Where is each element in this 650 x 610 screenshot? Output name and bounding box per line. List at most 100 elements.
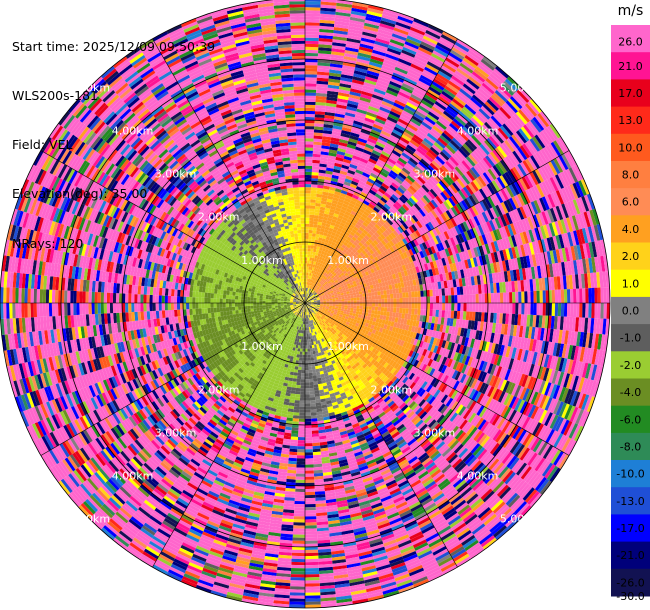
velocity-gate	[509, 152, 520, 166]
velocity-gate	[305, 7, 321, 11]
velocity-gate	[340, 239, 345, 245]
velocity-gate	[469, 303, 473, 312]
velocity-gate	[539, 111, 552, 126]
velocity-gate	[496, 108, 509, 122]
velocity-gate	[308, 295, 311, 299]
velocity-gate	[371, 198, 379, 205]
velocity-gate	[349, 135, 359, 141]
velocity-gate	[305, 110, 316, 115]
velocity-gate	[316, 86, 328, 91]
velocity-gate	[377, 138, 387, 146]
velocity-gate	[312, 254, 316, 259]
velocity-gate	[444, 187, 454, 198]
velocity-gate	[383, 290, 387, 295]
velocity-gate	[374, 223, 381, 230]
velocity-gate	[328, 287, 333, 291]
velocity-gate	[313, 292, 317, 295]
velocity-gate	[333, 165, 342, 171]
velocity-gate	[378, 73, 392, 81]
velocity-gate	[312, 150, 321, 155]
velocity-gate	[374, 310, 378, 315]
velocity-gate	[512, 150, 523, 164]
velocity-gate	[380, 103, 392, 111]
velocity-gate	[353, 241, 359, 247]
velocity-gate	[416, 147, 426, 156]
velocity-gate	[360, 154, 370, 161]
velocity-gate	[324, 239, 329, 244]
velocity-gate	[466, 294, 470, 303]
velocity-gate	[393, 307, 397, 313]
velocity-gate	[331, 280, 335, 284]
velocity-gate	[330, 57, 344, 62]
velocity-gate	[484, 139, 495, 152]
velocity-gate	[419, 186, 428, 195]
velocity-gate	[357, 55, 371, 62]
velocity-gate	[372, 46, 387, 54]
velocity-gate	[354, 114, 366, 121]
velocity-gate	[320, 281, 324, 285]
velocity-gate	[340, 77, 353, 83]
velocity-gate	[349, 238, 355, 244]
velocity-gate	[372, 184, 380, 191]
velocity-gate	[517, 147, 528, 161]
velocity-gate	[341, 268, 346, 273]
velocity-gate	[322, 283, 326, 287]
velocity-gate	[416, 201, 424, 209]
velocity-gate	[319, 256, 323, 261]
velocity-gate	[370, 99, 382, 107]
velocity-gate	[394, 66, 408, 75]
velocity-gate	[400, 85, 413, 94]
velocity-gate	[305, 202, 311, 206]
velocity-gate	[305, 248, 308, 252]
velocity-gate	[334, 284, 338, 288]
velocity-gate	[309, 296, 313, 300]
velocity-gate	[360, 129, 371, 135]
velocity-gate	[305, 113, 315, 118]
velocity-gate	[311, 257, 315, 262]
velocity-gate	[472, 294, 476, 303]
velocity-gate	[363, 169, 372, 176]
velocity-gate	[328, 264, 332, 269]
velocity-gate	[410, 93, 423, 103]
velocity-gate	[527, 120, 540, 135]
velocity-gate	[325, 201, 332, 206]
velocity-gate	[440, 34, 456, 45]
velocity-gate	[375, 178, 384, 186]
velocity-gate	[354, 246, 359, 252]
velocity-gate	[579, 303, 583, 318]
velocity-gate	[371, 169, 380, 177]
velocity-gate	[414, 303, 418, 309]
velocity-gate	[339, 83, 352, 89]
velocity-gate	[470, 166, 481, 178]
velocity-gate	[323, 232, 328, 237]
velocity-gate	[456, 286, 461, 295]
velocity-gate	[408, 225, 415, 234]
velocity-gate	[535, 151, 546, 166]
velocity-gate	[442, 295, 446, 303]
velocity-gate	[459, 162, 469, 173]
velocity-gate	[308, 295, 311, 299]
velocity-gate	[399, 297, 403, 303]
velocity-gate	[408, 172, 418, 181]
velocity-gate	[432, 50, 447, 60]
velocity-gate	[430, 199, 439, 208]
velocity-gate	[330, 54, 345, 59]
velocity-gate	[441, 178, 450, 188]
velocity-gate	[507, 76, 521, 90]
velocity-gate	[458, 201, 467, 212]
velocity-gate	[346, 106, 358, 112]
velocity-gate	[370, 228, 377, 234]
velocity-gate	[545, 145, 556, 160]
velocity-gate	[343, 224, 350, 229]
velocity-gate	[317, 292, 321, 295]
velocity-gate	[438, 180, 448, 190]
velocity-gate	[312, 276, 315, 281]
velocity-gate	[329, 283, 334, 287]
velocity-gate	[361, 255, 367, 260]
velocity-gate	[315, 105, 326, 109]
velocity-gate	[504, 139, 515, 153]
velocity-gate	[534, 134, 546, 149]
velocity-gate	[359, 252, 365, 257]
velocity-gate	[324, 276, 328, 281]
velocity-gate	[471, 193, 480, 204]
